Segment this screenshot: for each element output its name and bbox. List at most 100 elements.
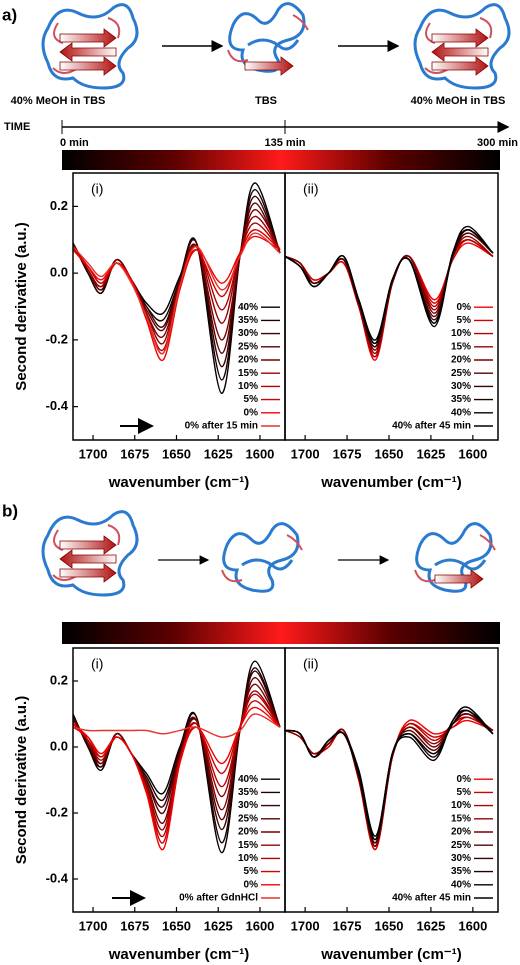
legend-label: 30%: [451, 381, 471, 392]
time-tick-label: 135 min: [265, 137, 306, 149]
legend-label: 40%: [238, 302, 258, 313]
x-tick-label: 1600: [458, 446, 487, 461]
x-tick-label: 1650: [375, 918, 404, 933]
legend-label: 40% after 45 min: [392, 421, 471, 432]
legend-label: 10%: [238, 381, 258, 392]
legend-label: 0%: [457, 774, 472, 785]
x-axis-label: wavenumber (cm⁻¹): [320, 946, 461, 963]
legend-label: 5%: [457, 315, 472, 326]
protein-folded: [41, 510, 139, 597]
protein-folded: [41, 3, 139, 90]
spectrum-line: [285, 229, 494, 348]
legend-label: 15%: [451, 341, 471, 352]
x-axis-label: wavenumber (cm⁻¹): [320, 474, 461, 491]
panel-label: b): [2, 501, 18, 520]
legend-label: 35%: [451, 394, 471, 405]
stage-label: TBS: [255, 95, 277, 107]
x-tick-label: 1675: [120, 918, 149, 933]
stage-label: 40% MeOH in TBS: [11, 95, 106, 107]
panel-label: a): [2, 5, 17, 24]
protein-denatured: [220, 522, 304, 593]
y-tick-label: -0.2: [46, 804, 68, 819]
y-axis-label: Second derivative (a.u.): [13, 696, 30, 864]
legend-label: 10%: [238, 853, 258, 864]
x-tick-label: 1650: [162, 446, 191, 461]
legend-label: 15%: [238, 368, 258, 379]
spectrum-line: [285, 709, 494, 837]
legend-label: 25%: [451, 840, 471, 851]
legend-label: 30%: [451, 853, 471, 864]
legend-label: 5%: [244, 394, 259, 405]
legend-label: 0%: [244, 879, 259, 890]
y-tick-label: -0.4: [46, 398, 69, 413]
legend-label: 20%: [238, 827, 258, 838]
legend-label: 40%: [451, 407, 471, 418]
legend-label: 20%: [451, 355, 471, 366]
color-bar: [62, 150, 500, 170]
y-tick-label: 0.0: [50, 265, 68, 280]
y-tick-label: -0.4: [46, 870, 69, 885]
x-tick-label: 1625: [416, 918, 445, 933]
spectrum-line: [285, 229, 494, 344]
legend-label: 10%: [451, 328, 471, 339]
x-tick-label: 1600: [245, 446, 274, 461]
legend-label: 15%: [238, 840, 258, 851]
panel-label: (ii): [303, 181, 319, 197]
legend-label: 40%: [451, 879, 471, 890]
time-tick-label: 300 min: [477, 137, 518, 149]
plot-frame: [284, 172, 499, 441]
legend-label: 40%: [238, 774, 258, 785]
legend-label: 10%: [451, 800, 471, 811]
y-axis-label: Second derivative (a.u.): [13, 222, 30, 390]
x-tick-label: 1700: [79, 446, 108, 461]
x-tick-label: 1700: [291, 446, 320, 461]
legend-label: 35%: [451, 866, 471, 877]
spectrum-line: [73, 235, 281, 361]
x-tick-label: 1650: [162, 918, 191, 933]
x-tick-label: 1675: [120, 446, 149, 461]
legend-label: 15%: [451, 813, 471, 824]
plot-frame: [284, 647, 499, 913]
stage-label: 40% MeOH in TBS: [411, 95, 506, 107]
legend-label: 30%: [238, 328, 258, 339]
spectrum-line: [73, 232, 281, 355]
legend-label: 25%: [238, 813, 258, 824]
panel-label: (ii): [303, 656, 319, 672]
legend-label: 0%: [457, 302, 472, 313]
time-tick-label: 0 min: [60, 137, 89, 149]
color-bar: [62, 622, 500, 644]
x-tick-label: 1600: [458, 918, 487, 933]
legend-label: 0% after 15 min: [185, 421, 258, 432]
x-tick-label: 1700: [291, 918, 320, 933]
strand: [244, 56, 294, 76]
panel-label: (i): [91, 181, 103, 197]
legend-label: 30%: [238, 800, 258, 811]
x-tick-label: 1625: [204, 918, 233, 933]
x-axis-label: wavenumber (cm⁻¹): [108, 474, 249, 491]
y-tick-label: 0.0: [50, 738, 68, 753]
y-tick-label: -0.2: [46, 331, 68, 346]
y-tick-label: 0.2: [50, 198, 68, 213]
panel-label: (i): [91, 656, 103, 672]
time-label: TIME: [4, 121, 30, 133]
protein-refolded: [413, 3, 511, 90]
x-tick-label: 1625: [204, 446, 233, 461]
legend-label: 20%: [451, 827, 471, 838]
x-tick-label: 1650: [375, 446, 404, 461]
legend-label: 25%: [238, 341, 258, 352]
x-axis-label: wavenumber (cm⁻¹): [108, 946, 249, 963]
legend-label: 5%: [244, 866, 259, 877]
x-tick-label: 1675: [333, 918, 362, 933]
legend-label: 0% after GdnHCl: [179, 893, 258, 904]
legend-label: 20%: [238, 355, 258, 366]
protein-unfolded: [226, 2, 310, 73]
x-tick-label: 1700: [79, 918, 108, 933]
x-tick-label: 1600: [245, 918, 274, 933]
spectrum-line: [73, 713, 281, 738]
legend-label: 35%: [238, 787, 258, 798]
strand: [434, 569, 484, 589]
spectrum-line: [73, 706, 281, 851]
legend-label: 40% after 45 min: [392, 893, 471, 904]
legend-label: 25%: [451, 368, 471, 379]
